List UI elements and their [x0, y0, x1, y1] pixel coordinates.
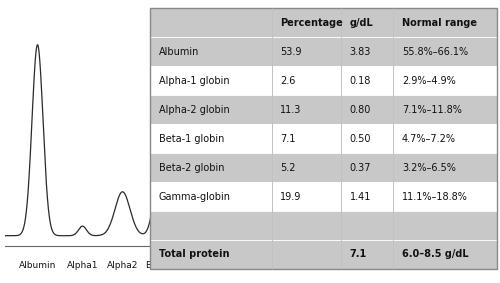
- Bar: [341, 124, 393, 153]
- Text: 7.1: 7.1: [350, 249, 367, 260]
- Text: Albumin: Albumin: [158, 47, 199, 57]
- Bar: [341, 240, 393, 269]
- Bar: [393, 240, 498, 269]
- Bar: [150, 211, 272, 240]
- Bar: [272, 8, 341, 37]
- Bar: [341, 37, 393, 66]
- Text: 1.41: 1.41: [350, 192, 371, 201]
- Bar: [272, 240, 341, 269]
- Text: g/dL: g/dL: [350, 18, 374, 28]
- Text: 4.7%–7.2%: 4.7%–7.2%: [402, 134, 456, 144]
- Bar: [393, 182, 498, 211]
- Bar: [341, 182, 393, 211]
- Bar: [393, 66, 498, 95]
- Bar: [393, 95, 498, 124]
- Bar: [341, 8, 393, 37]
- Text: 0.18: 0.18: [350, 76, 371, 86]
- Text: 53.9: 53.9: [280, 47, 302, 57]
- Bar: [393, 8, 498, 37]
- Bar: [150, 8, 272, 37]
- Text: Alpha-2 globin: Alpha-2 globin: [158, 105, 230, 115]
- Text: 0.37: 0.37: [350, 163, 372, 173]
- Bar: [341, 153, 393, 182]
- Bar: [272, 66, 341, 95]
- Bar: [150, 66, 272, 95]
- Bar: [150, 95, 272, 124]
- Text: Gamma-globin: Gamma-globin: [158, 192, 230, 201]
- Text: Percentage: Percentage: [280, 18, 343, 28]
- Text: 5.2: 5.2: [280, 163, 296, 173]
- Text: Alpha1: Alpha1: [67, 261, 98, 271]
- Text: 7.1: 7.1: [280, 134, 295, 144]
- Text: 7.1%–11.8%: 7.1%–11.8%: [402, 105, 462, 115]
- Bar: [272, 153, 341, 182]
- Text: 0.80: 0.80: [350, 105, 371, 115]
- Bar: [272, 95, 341, 124]
- Bar: [393, 211, 498, 240]
- Text: 2.6: 2.6: [280, 76, 295, 86]
- Text: 11.3: 11.3: [280, 105, 301, 115]
- Bar: [341, 211, 393, 240]
- Text: Gamma: Gamma: [194, 261, 229, 271]
- Text: Beta1: Beta1: [146, 261, 172, 271]
- Bar: [150, 240, 272, 269]
- Text: Beta2: Beta2: [163, 261, 190, 271]
- Text: 0.50: 0.50: [350, 134, 372, 144]
- Bar: [393, 37, 498, 66]
- Text: Beta-1 globin: Beta-1 globin: [158, 134, 224, 144]
- Bar: [393, 124, 498, 153]
- Bar: [150, 153, 272, 182]
- Bar: [272, 182, 341, 211]
- Bar: [341, 66, 393, 95]
- Bar: [272, 124, 341, 153]
- Text: Total protein: Total protein: [158, 249, 229, 260]
- Text: 3.2%–6.5%: 3.2%–6.5%: [402, 163, 456, 173]
- Bar: [341, 95, 393, 124]
- Text: Beta-2 globin: Beta-2 globin: [158, 163, 224, 173]
- Text: 6.0–8.5 g/dL: 6.0–8.5 g/dL: [402, 249, 468, 260]
- Text: 19.9: 19.9: [280, 192, 301, 201]
- Text: Alpha2: Alpha2: [107, 261, 138, 271]
- Text: 55.8%–66.1%: 55.8%–66.1%: [402, 47, 468, 57]
- Bar: [393, 153, 498, 182]
- Bar: [150, 37, 272, 66]
- Text: Albumin: Albumin: [19, 261, 56, 271]
- Text: 3.83: 3.83: [350, 47, 371, 57]
- Text: Normal range: Normal range: [402, 18, 477, 28]
- Bar: [150, 124, 272, 153]
- Bar: [272, 37, 341, 66]
- Text: Alpha-1 globin: Alpha-1 globin: [158, 76, 230, 86]
- Text: 2.9%–4.9%: 2.9%–4.9%: [402, 76, 456, 86]
- Bar: [272, 211, 341, 240]
- Text: 11.1%–18.8%: 11.1%–18.8%: [402, 192, 468, 201]
- Bar: [150, 182, 272, 211]
